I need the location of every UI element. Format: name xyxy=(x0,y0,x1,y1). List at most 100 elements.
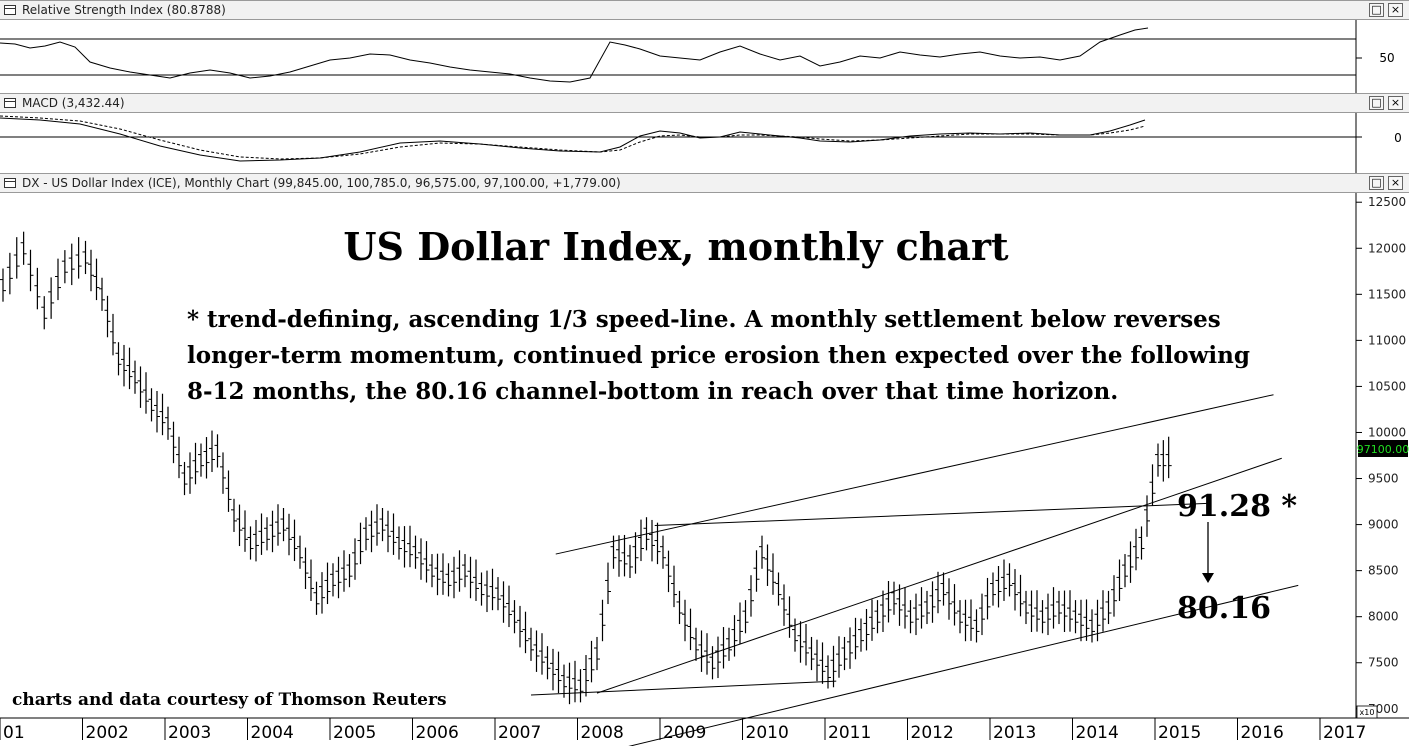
price-bar xyxy=(68,243,75,286)
price-bar xyxy=(957,600,963,634)
price-bar xyxy=(379,508,386,542)
down-arrow-head xyxy=(1202,573,1214,583)
price-bar xyxy=(803,623,809,666)
level-upper-label: 91.28 * xyxy=(1177,489,1297,524)
price-bar xyxy=(621,534,628,577)
macd-panel: 0 xyxy=(0,113,1402,173)
price-bar xyxy=(891,581,897,615)
price-bar xyxy=(704,633,710,675)
price-bar xyxy=(786,596,793,638)
price-bar xyxy=(390,513,397,555)
price-bar xyxy=(1083,599,1090,641)
price-restore-button[interactable]: □ xyxy=(1369,176,1384,190)
price-bar xyxy=(368,510,375,553)
price-bar xyxy=(896,584,903,626)
panel-window-icon xyxy=(4,178,16,188)
price-bar xyxy=(605,562,611,605)
y-tick-label: 10000 xyxy=(1368,425,1406,439)
price-bar xyxy=(610,535,617,569)
y-tick-label: 8000 xyxy=(1368,610,1399,624)
macd-restore-button[interactable]: □ xyxy=(1369,96,1384,110)
price-bar xyxy=(902,587,908,629)
x-tick-label: 2014 xyxy=(1076,723,1119,743)
price-bar xyxy=(187,452,193,494)
price-bar xyxy=(286,513,292,556)
y-tick-label: 9000 xyxy=(1368,518,1399,532)
price-bar xyxy=(418,538,424,580)
price-bar xyxy=(396,526,402,560)
rsi-restore-button[interactable]: □ xyxy=(1369,3,1384,17)
price-bar xyxy=(814,639,820,682)
scale-note: x10 xyxy=(1360,708,1375,717)
channel-lines xyxy=(530,394,1299,746)
price-bar xyxy=(946,578,952,620)
price-bar xyxy=(1012,569,1018,611)
panel-window-icon xyxy=(4,5,16,15)
price-bar xyxy=(907,600,914,634)
speed-line-line xyxy=(596,457,1282,694)
note-line-1: * trend-defining, ascending 1/3 speed-li… xyxy=(187,306,1221,333)
price-bars xyxy=(0,231,1172,705)
price-bar xyxy=(1149,464,1156,506)
price-bar xyxy=(1061,590,1068,633)
price-bar xyxy=(1094,599,1101,642)
price-bar xyxy=(165,406,171,440)
price-bar xyxy=(363,517,369,551)
price-bar xyxy=(264,517,270,551)
price-bar xyxy=(649,519,655,562)
price-bar xyxy=(110,313,116,356)
price-bar xyxy=(577,669,584,703)
price-bar xyxy=(638,519,644,562)
rsi-close-button[interactable]: × xyxy=(1388,3,1403,17)
x-tick-label: 2002 xyxy=(86,723,129,743)
price-bar xyxy=(440,553,446,595)
price-bar xyxy=(841,636,848,671)
macd-close-button[interactable]: × xyxy=(1388,96,1403,110)
price-bar xyxy=(1089,609,1095,643)
price-bar xyxy=(1067,590,1073,632)
price-bar xyxy=(1072,600,1079,634)
price-bar xyxy=(291,519,298,562)
price-bar xyxy=(913,593,919,636)
price-bar xyxy=(995,565,1002,608)
macd-signal-line xyxy=(0,115,1146,160)
price-bar xyxy=(269,510,276,553)
price-bar xyxy=(220,452,226,494)
price-bar xyxy=(654,522,661,565)
level-lower-label: 80.16 xyxy=(1177,591,1271,626)
price-bar xyxy=(555,651,562,694)
price-bar xyxy=(935,571,941,614)
price-bar xyxy=(258,513,265,555)
x-tick-label: 2003 xyxy=(168,723,211,743)
rsi-panel: 50 xyxy=(0,20,1395,93)
price-bar xyxy=(698,630,705,672)
price-bar xyxy=(82,240,89,275)
price-bar xyxy=(880,590,886,633)
price-bar xyxy=(973,609,980,643)
price-bar xyxy=(660,535,666,569)
price-bar xyxy=(324,562,331,605)
price-bar xyxy=(720,627,727,669)
price-bar xyxy=(830,645,837,688)
support-line xyxy=(530,680,837,696)
price-bar xyxy=(0,268,6,302)
price-bar xyxy=(583,655,589,697)
price-bar xyxy=(775,572,782,606)
x-tick-label: 2008 xyxy=(581,723,624,743)
y-tick-label: 11000 xyxy=(1368,333,1406,347)
price-bar xyxy=(676,590,683,625)
price-close-button[interactable]: × xyxy=(1388,176,1403,190)
price-bar xyxy=(93,258,100,301)
price-bar xyxy=(34,267,41,310)
price-bar xyxy=(462,554,468,588)
rsi-ytick-label: 50 xyxy=(1379,51,1394,65)
price-bar xyxy=(308,559,314,601)
price-bar xyxy=(731,615,738,657)
price-bar xyxy=(231,498,237,532)
price-bar xyxy=(385,510,391,553)
price-bar xyxy=(682,599,688,642)
price-bar xyxy=(511,600,518,634)
price-bar xyxy=(693,627,699,661)
price-bar xyxy=(715,636,721,679)
price-bar xyxy=(1045,593,1051,636)
